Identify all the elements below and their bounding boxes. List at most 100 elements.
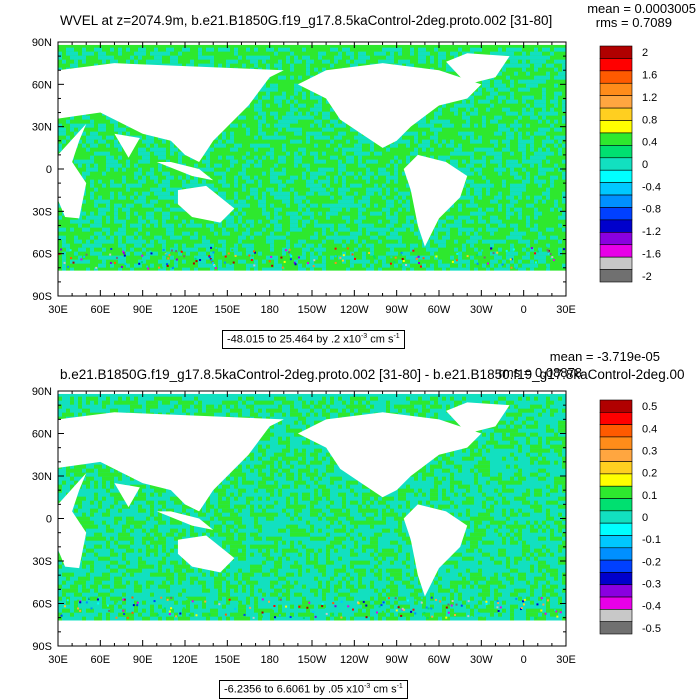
- field-cell: [286, 424, 290, 429]
- field-cell: [514, 231, 518, 236]
- field-cell: [262, 448, 266, 453]
- field-cell: [114, 400, 118, 405]
- field-cell: [190, 63, 194, 68]
- field-cell: [274, 63, 278, 68]
- field-cell: [442, 496, 446, 501]
- field-cell: [170, 408, 174, 413]
- field-cell: [246, 163, 250, 168]
- field-cell: [514, 183, 518, 188]
- field-cell: [514, 191, 518, 196]
- field-cell: [546, 404, 550, 409]
- field-cell: [262, 115, 266, 120]
- field-cell: [506, 464, 510, 469]
- field-cell: [554, 119, 558, 124]
- field-cell: [450, 163, 454, 168]
- field-cell: [234, 143, 238, 148]
- field-cell: [294, 175, 298, 180]
- field-cell: [78, 139, 82, 144]
- field-cell: [162, 195, 166, 200]
- field-cell: [90, 396, 94, 401]
- field-cell: [258, 444, 262, 449]
- field-cell: [458, 207, 462, 212]
- field-cell: [134, 251, 138, 256]
- field-cell: [138, 496, 142, 501]
- panel2-range-unit: cm s: [370, 683, 397, 696]
- field-cell: [74, 468, 78, 473]
- field-cell: [238, 468, 242, 473]
- field-cell: [518, 123, 522, 128]
- field-cell: [298, 243, 302, 248]
- field-cell: [230, 59, 234, 64]
- field-cell: [138, 179, 142, 184]
- field-cell: [74, 51, 78, 56]
- field-speck: [271, 264, 274, 267]
- field-cell: [406, 159, 410, 164]
- field-cell: [330, 187, 334, 192]
- field-speck: [162, 248, 165, 251]
- field-cell: [442, 103, 446, 108]
- field-cell: [466, 115, 470, 120]
- field-cell: [558, 444, 562, 449]
- panel1-colorbar: 21.61.20.80.40-0.4-0.8-1.2-1.6-2: [599, 45, 661, 283]
- field-cell: [338, 412, 342, 417]
- field-cell: [226, 400, 230, 405]
- field-cell: [230, 203, 234, 208]
- field-cell: [358, 143, 362, 148]
- field-cell: [70, 47, 74, 52]
- field-cell: [498, 219, 502, 224]
- field-cell: [518, 412, 522, 417]
- field-cell: [490, 432, 494, 437]
- field-cell: [422, 476, 426, 481]
- field-cell: [78, 215, 82, 220]
- field-cell: [510, 211, 514, 216]
- field-cell: [446, 460, 450, 465]
- field-cell: [286, 239, 290, 244]
- field-cell: [542, 127, 546, 132]
- field-cell: [154, 396, 158, 401]
- field-cell: [110, 155, 114, 160]
- field-cell: [546, 500, 550, 505]
- field-cell: [538, 440, 542, 445]
- field-cell: [174, 207, 178, 212]
- field-cell: [118, 227, 122, 232]
- field-cell: [198, 167, 202, 172]
- field-cell: [94, 496, 98, 501]
- field-cell: [358, 203, 362, 208]
- field-cell: [534, 255, 538, 260]
- field-cell: [202, 259, 206, 264]
- field-cell: [182, 404, 186, 409]
- colorbar-label: 0: [642, 159, 648, 171]
- field-cell: [206, 163, 210, 168]
- field-cell: [546, 267, 550, 272]
- field-cell: [462, 396, 466, 401]
- field-cell: [162, 400, 166, 405]
- field-cell: [282, 143, 286, 148]
- field-cell: [222, 179, 226, 184]
- field-cell: [394, 263, 398, 268]
- field-cell: [454, 492, 458, 497]
- field-cell: [502, 147, 506, 152]
- field-cell: [114, 159, 118, 164]
- field-cell: [550, 167, 554, 172]
- field-cell: [166, 195, 170, 200]
- field-cell: [538, 163, 542, 168]
- field-cell: [490, 251, 494, 256]
- field-cell: [314, 155, 318, 160]
- field-cell: [486, 207, 490, 212]
- land-mask: [58, 63, 284, 162]
- field-cell: [490, 504, 494, 509]
- field-cell: [254, 175, 258, 180]
- field-cell: [234, 47, 238, 52]
- field-cell: [382, 227, 386, 232]
- x-tick-label: 30W: [470, 304, 493, 316]
- field-cell: [526, 103, 530, 108]
- field-cell: [330, 63, 334, 68]
- field-cell: [538, 492, 542, 497]
- field-cell: [486, 191, 490, 196]
- field-cell: [250, 255, 254, 260]
- field-cell: [442, 456, 446, 461]
- field-cell: [298, 476, 302, 481]
- field-speck: [214, 267, 217, 270]
- field-cell: [518, 239, 522, 244]
- field-cell: [446, 231, 450, 236]
